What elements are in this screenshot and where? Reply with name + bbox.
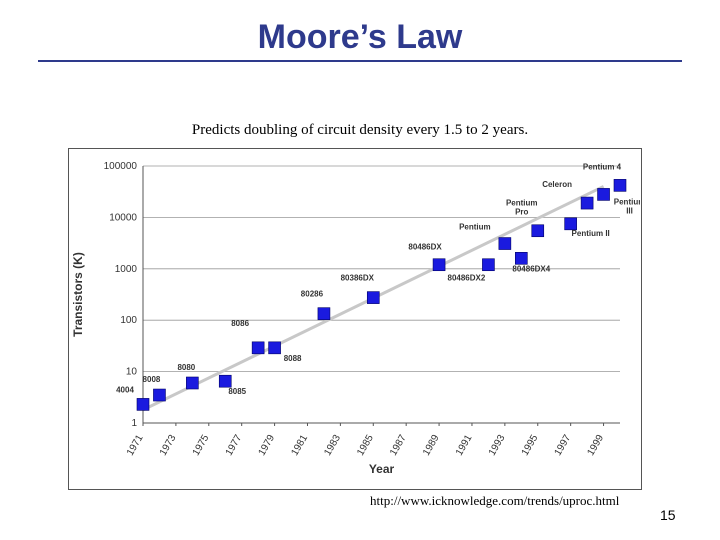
point-pentium-4 [613,179,627,192]
title-rule [38,60,682,62]
point-label-4004: 4004 [116,385,134,394]
point-label-8085: 8085 [228,387,246,396]
x-tick-label: 1993 [487,433,508,458]
x-tick-label: 1987 [388,433,409,458]
y-tick-label: 10000 [109,212,137,223]
page-number: 15 [660,507,676,523]
point-80486dx [432,258,446,272]
point-label-8086: 8086 [231,319,249,328]
point-label-8008: 8008 [143,375,161,384]
point-label-80486dx: 80486DX [408,243,442,252]
point-label-celeron: Celeron [542,180,572,189]
point-label-80386dx: 80386DX [341,274,375,283]
y-tick-label: 100 [120,315,137,326]
x-tick-label: 1999 [585,433,606,458]
point-80386dx [366,291,380,304]
y-tick-label: 1 [131,418,137,429]
x-tick-label: 1973 [158,433,179,458]
y-axis-title: Transistors (K) [71,252,85,337]
point-label-80486dx2: 80486DX2 [448,274,486,283]
point-4004 [136,398,150,411]
point-pentium-iii [597,188,610,201]
point-pentium-pro [531,224,545,238]
point-80486dx4 [515,252,528,265]
y-tick-label: 10 [126,367,138,378]
point-8008 [153,388,166,402]
source-url[interactable]: http://www.icknowledge.com/trends/uproc.… [370,493,620,508]
point-label-pentium-ii: Pentium II [572,229,610,238]
point-8088 [268,341,281,355]
point-80486dx2 [482,258,495,272]
chart-frame [68,148,642,490]
point-8080 [186,376,199,390]
point-label-8088: 8088 [284,354,302,363]
x-tick-label: 1977 [224,433,245,458]
x-tick-label: 1995 [520,433,541,458]
point-label-pentium-4: Pentium 4 [583,162,622,171]
point-label-80286: 80286 [301,290,324,299]
x-axis-title: Year [369,462,395,476]
y-tick-label: 1000 [115,264,138,275]
point-label-80486dx4: 80486DX4 [512,264,550,273]
slide-subtitle: Predicts doubling of circuit density eve… [191,122,529,138]
x-tick-label: 1979 [257,433,278,458]
x-tick-label: 1991 [454,433,475,458]
point-8086 [251,341,265,355]
point-label-pentium-iii: PentiumIII [614,197,640,215]
point-label-pentium-pro: Pentium Pro [506,199,538,217]
x-tick-label: 1989 [421,433,442,458]
point-8085 [218,374,232,388]
y-tick-label: 100000 [104,161,138,172]
x-tick-label: 1975 [191,433,212,458]
x-tick-label: 1971 [125,433,146,458]
x-tick-label: 1985 [355,433,376,458]
x-tick-label: 1981 [289,433,310,458]
x-tick-label: 1983 [322,433,343,458]
point-80286 [317,307,331,320]
point-pentium [498,237,512,250]
moores-law-chart: 1 10 100 1000 10000 100000 1971 1973 1975 1977 197… [71,161,640,476]
x-tick-label: 1997 [553,433,574,458]
point-label-8080: 8080 [177,363,195,372]
slide-title: Moore’s Law [257,18,463,56]
point-celeron [580,196,594,210]
point-label-pentium: Pentium [459,223,491,232]
point-pentium-ii [564,217,577,231]
